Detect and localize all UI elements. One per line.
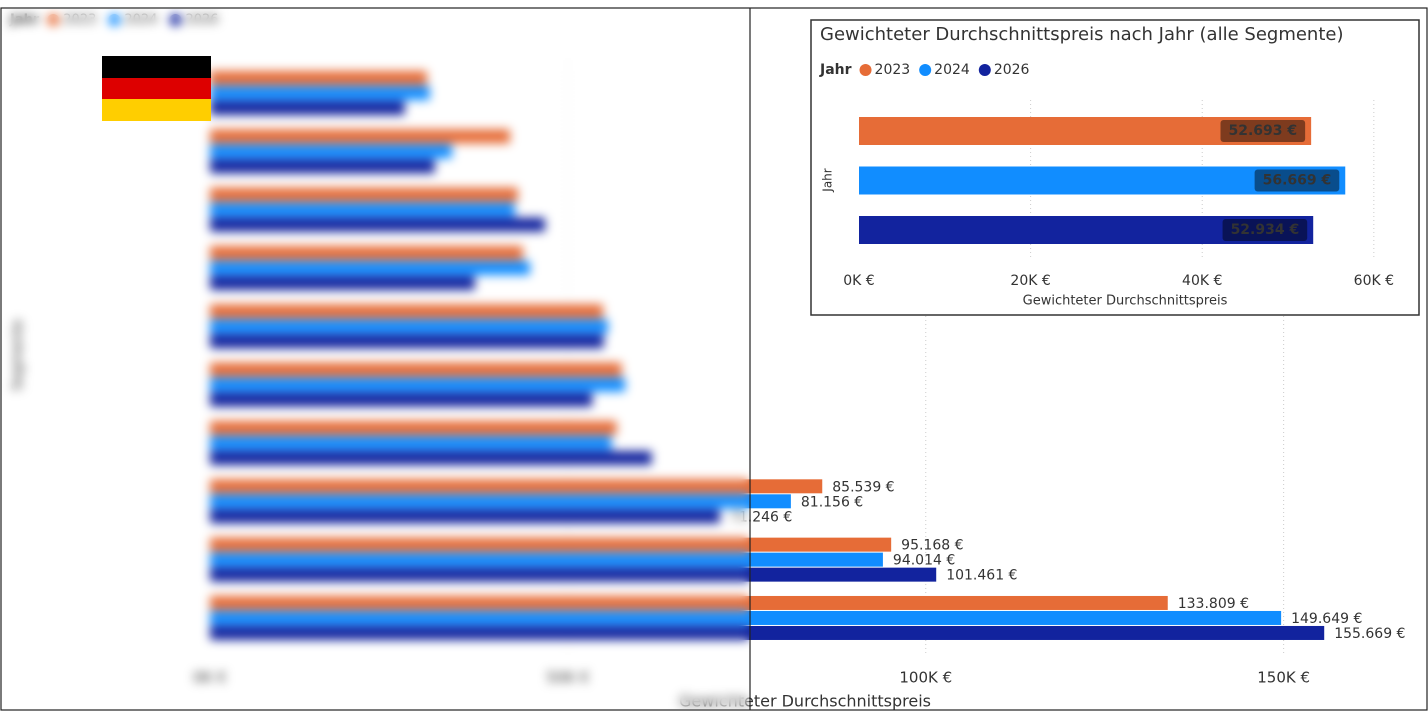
data-label: 133.809 €: [1178, 596, 1249, 612]
blur-overlay: [2, 9, 749, 709]
data-label: 85.539 €: [832, 479, 894, 495]
x-tick-label: 100K €: [899, 669, 952, 687]
data-label: 155.669 €: [1334, 626, 1405, 642]
data-label: 81.156 €: [801, 494, 863, 510]
data-label: 95.168 €: [901, 538, 963, 554]
x-tick-label: 150K €: [1257, 669, 1310, 687]
data-label: 101.461 €: [946, 568, 1017, 584]
data-label: 94.014 €: [893, 553, 955, 569]
data-label: 149.649 €: [1291, 611, 1362, 627]
